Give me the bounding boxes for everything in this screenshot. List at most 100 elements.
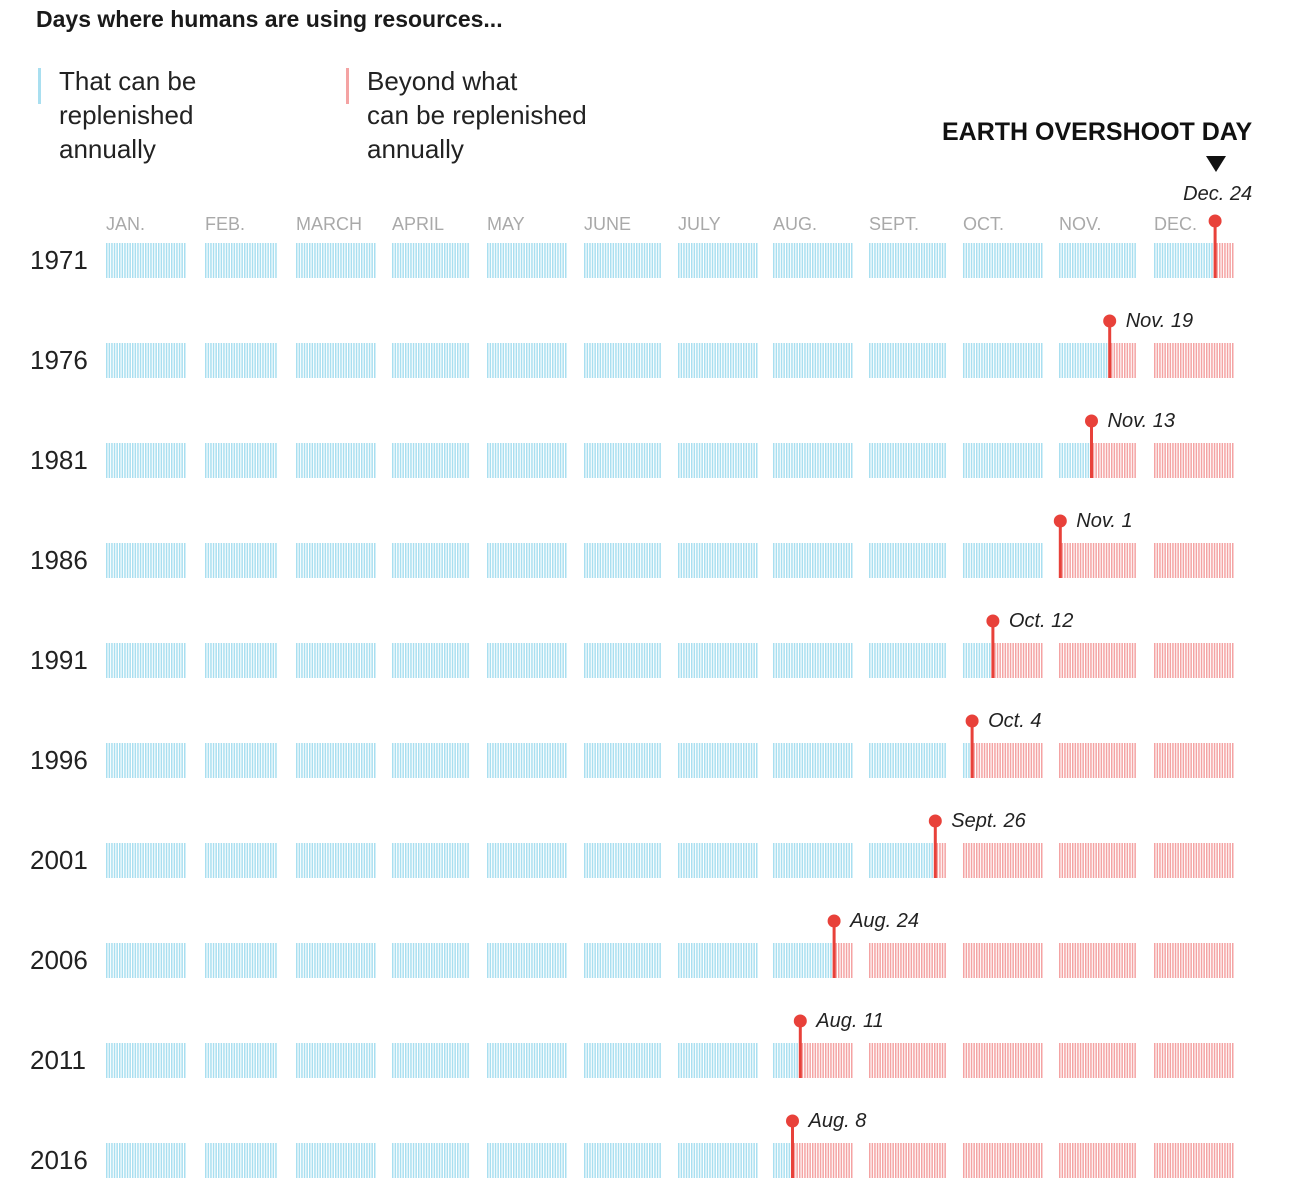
year-label: 1981 bbox=[30, 445, 88, 475]
month-block bbox=[584, 1143, 661, 1178]
year-label: 1976 bbox=[30, 345, 88, 375]
month-block bbox=[205, 243, 277, 278]
month-block bbox=[584, 843, 661, 878]
overshoot-date-label: Nov. 19 bbox=[1126, 310, 1193, 332]
month-block bbox=[584, 943, 661, 978]
month-label: NOV. bbox=[1059, 214, 1101, 234]
month-block bbox=[487, 943, 567, 978]
month-block bbox=[1059, 243, 1136, 278]
legend-label-beyond: Beyond what can be replenished annually bbox=[367, 66, 587, 164]
month-block bbox=[487, 343, 567, 378]
month-block bbox=[773, 1143, 853, 1178]
month-block bbox=[296, 643, 376, 678]
month-block bbox=[205, 843, 277, 878]
month-block bbox=[1059, 743, 1136, 778]
month-block bbox=[205, 643, 277, 678]
legend-item-replenishable: That can be replenished annually bbox=[38, 64, 196, 166]
month-block bbox=[487, 743, 567, 778]
month-block bbox=[106, 843, 186, 878]
month-block bbox=[963, 643, 1043, 678]
month-block bbox=[296, 1043, 376, 1078]
year-label: 2016 bbox=[30, 1145, 88, 1175]
month-block bbox=[869, 643, 946, 678]
month-block bbox=[963, 243, 1043, 278]
month-block bbox=[963, 743, 1043, 778]
month-block bbox=[678, 243, 758, 278]
month-block bbox=[392, 343, 469, 378]
overshoot-date-label: Oct. 12 bbox=[1009, 610, 1073, 632]
month-block bbox=[487, 843, 567, 878]
month-label: JAN. bbox=[106, 214, 145, 234]
month-block bbox=[869, 943, 946, 978]
month-block bbox=[1154, 943, 1234, 978]
month-block bbox=[487, 543, 567, 578]
month-block bbox=[1154, 1043, 1234, 1078]
month-block bbox=[1154, 743, 1234, 778]
overshoot-date-label: Aug. 8 bbox=[808, 1110, 867, 1132]
month-block bbox=[106, 943, 186, 978]
month-block bbox=[1154, 443, 1234, 478]
month-block bbox=[296, 243, 376, 278]
month-label: MAY bbox=[487, 214, 525, 234]
month-block bbox=[205, 1143, 277, 1178]
month-block bbox=[1059, 543, 1136, 578]
month-block bbox=[869, 1043, 946, 1078]
overshoot-date-label: Aug. 11 bbox=[815, 1010, 883, 1032]
month-block bbox=[773, 443, 853, 478]
year-label: 2011 bbox=[30, 1045, 86, 1075]
chart-title: Days where humans are using resources... bbox=[36, 6, 503, 32]
month-block bbox=[296, 943, 376, 978]
month-block bbox=[392, 243, 469, 278]
month-block bbox=[392, 843, 469, 878]
overshoot-pin-head bbox=[928, 814, 942, 828]
month-block bbox=[106, 1143, 186, 1178]
month-label: OCT. bbox=[963, 214, 1004, 234]
month-block bbox=[392, 743, 469, 778]
legend-swatch-blue bbox=[38, 68, 41, 104]
month-block bbox=[1154, 843, 1234, 878]
month-block bbox=[869, 343, 946, 378]
month-block bbox=[678, 743, 758, 778]
month-block bbox=[1154, 343, 1234, 378]
month-block bbox=[584, 343, 661, 378]
overshoot-pin-head bbox=[1085, 414, 1098, 428]
month-block bbox=[773, 843, 853, 878]
month-block bbox=[296, 843, 376, 878]
month-block bbox=[678, 1143, 758, 1178]
month-block bbox=[296, 743, 376, 778]
month-block bbox=[487, 243, 567, 278]
month-block bbox=[584, 1043, 661, 1078]
month-label: JUNE bbox=[584, 214, 631, 234]
month-block bbox=[392, 1043, 469, 1078]
month-block bbox=[106, 743, 186, 778]
month-block bbox=[678, 643, 758, 678]
month-block bbox=[1059, 643, 1136, 678]
month-block bbox=[1154, 643, 1234, 678]
month-block bbox=[963, 1043, 1043, 1078]
month-block bbox=[487, 1043, 567, 1078]
month-block bbox=[106, 343, 186, 378]
month-block bbox=[869, 1143, 946, 1178]
month-block bbox=[205, 943, 277, 978]
month-block bbox=[963, 343, 1043, 378]
month-block bbox=[1059, 943, 1136, 978]
month-block bbox=[296, 1143, 376, 1178]
month-block bbox=[678, 843, 758, 878]
overshoot-pin-head bbox=[965, 714, 979, 728]
month-block bbox=[487, 1143, 567, 1178]
month-block bbox=[1059, 1143, 1136, 1178]
month-block bbox=[963, 943, 1043, 978]
month-block bbox=[296, 343, 376, 378]
month-block bbox=[869, 543, 946, 578]
overshoot-date-label: Sept. 26 bbox=[951, 810, 1026, 832]
month-block bbox=[205, 343, 277, 378]
month-block bbox=[869, 243, 946, 278]
month-block bbox=[584, 443, 661, 478]
month-label: DEC. bbox=[1154, 214, 1197, 234]
month-block bbox=[773, 743, 853, 778]
month-block bbox=[205, 1043, 277, 1078]
month-block bbox=[773, 943, 853, 978]
earth-overshoot-day-heading: EARTH OVERSHOOT DAY bbox=[942, 118, 1253, 146]
legend-swatch-red bbox=[346, 68, 349, 104]
